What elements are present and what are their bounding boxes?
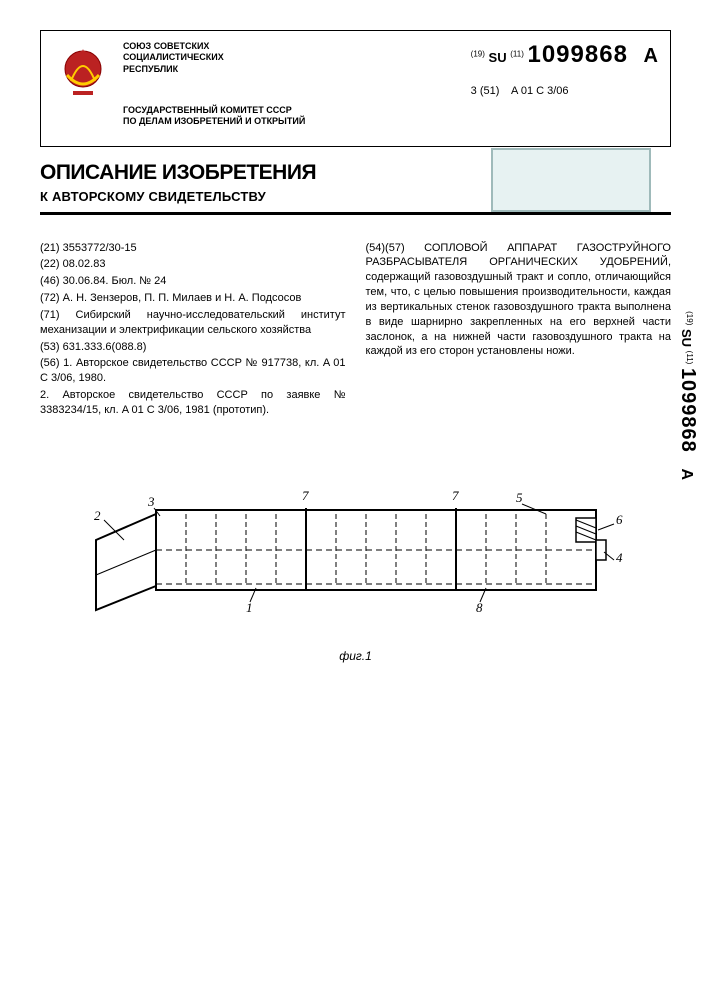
field-46: (46) 30.06.84. Бюл. № 24 bbox=[40, 274, 346, 289]
svg-text:5: 5 bbox=[516, 490, 523, 505]
side-mid: (11) bbox=[685, 351, 694, 365]
side-doc-number: (19) SU (11) 1099868 A bbox=[676, 311, 699, 480]
su-mid: (11) bbox=[510, 50, 524, 59]
svg-text:7: 7 bbox=[302, 488, 309, 503]
field-54-57: (54)(57) СОПЛОВОЙ АППАРАТ ГАЗОСТРУЙНОГО … bbox=[366, 241, 672, 360]
doc-number-block: (19) SU (11) 1099868 A 3 (51) A 01 C 3/0… bbox=[471, 41, 658, 97]
svg-text:7: 7 bbox=[452, 488, 459, 503]
state-emblem-icon bbox=[53, 41, 113, 101]
svg-text:3: 3 bbox=[147, 494, 155, 509]
field-72: (72) А. Н. Зензеров, П. П. Милаев и Н. А… bbox=[40, 291, 346, 306]
field-56b: 2. Авторское свидетельство СССР по заявк… bbox=[40, 388, 346, 418]
library-stamp bbox=[491, 148, 651, 212]
figure-caption: фиг.1 bbox=[40, 649, 671, 663]
svg-text:1: 1 bbox=[246, 600, 253, 615]
doc-title: ОПИСАНИЕ ИЗОБРЕТЕНИЯ bbox=[40, 161, 316, 185]
ipc-prefix: 3 (51) bbox=[471, 85, 500, 97]
field-56a: (56) 1. Авторское свидетельство СССР № 9… bbox=[40, 356, 346, 386]
org-name: СОЮЗ СОВЕТСКИХ СОЦИАЛИСТИЧЕСКИХ РЕСПУБЛИ… bbox=[123, 41, 224, 75]
committee: ГОСУДАРСТВЕННЫЙ КОМИТЕТ СССР ПО ДЕЛАМ ИЗ… bbox=[123, 105, 658, 128]
svg-text:6: 6 bbox=[616, 512, 623, 527]
ipc-code: A 01 C 3/06 bbox=[511, 85, 569, 97]
publication-number: 1099868 bbox=[527, 41, 627, 68]
left-column: (21) 3553772/30-15 (22) 08.02.83 (46) 30… bbox=[40, 241, 346, 420]
side-num: 1099868 bbox=[677, 368, 699, 453]
kind-code: A bbox=[644, 45, 658, 67]
field-21: (21) 3553772/30-15 bbox=[40, 241, 346, 256]
doc-subtitle: К АВТОРСКОМУ СВИДЕТЕЛЬСТВУ bbox=[40, 189, 316, 204]
right-column: (54)(57) СОПЛОВОЙ АППАРАТ ГАЗОСТРУЙНОГО … bbox=[366, 241, 672, 420]
field-22: (22) 08.02.83 bbox=[40, 257, 346, 272]
svg-text:2: 2 bbox=[94, 508, 101, 523]
header-top: СОЮЗ СОВЕТСКИХ СОЦИАЛИСТИЧЕСКИХ РЕСПУБЛИ… bbox=[53, 41, 658, 101]
side-code: SU bbox=[679, 329, 694, 347]
su-line: (19) SU (11) 1099868 A bbox=[471, 50, 658, 65]
su-code: SU bbox=[489, 50, 507, 65]
committee-line2: ПО ДЕЛАМ ИЗОБРЕТЕНИЙ И ОТКРЫТИЙ bbox=[123, 116, 658, 127]
side-prefix: (19) bbox=[685, 311, 694, 325]
org-line1: СОЮЗ СОВЕТСКИХ bbox=[123, 41, 224, 52]
svg-text:8: 8 bbox=[476, 600, 483, 615]
title-rule-thin bbox=[40, 214, 671, 215]
field-53: (53) 631.333.6(088.8) bbox=[40, 340, 346, 355]
header-box: СОЮЗ СОВЕТСКИХ СОЦИАЛИСТИЧЕСКИХ РЕСПУБЛИ… bbox=[40, 30, 671, 147]
body-columns: (21) 3553772/30-15 (22) 08.02.83 (46) 30… bbox=[40, 241, 671, 420]
org-line2: СОЦИАЛИСТИЧЕСКИХ bbox=[123, 52, 224, 63]
figure-1: 2 3 7 7 5 6 4 1 8 фиг.1 bbox=[40, 480, 671, 663]
field-71: (71) Сибирский научно-исследовательский … bbox=[40, 308, 346, 338]
side-suffix: A bbox=[678, 468, 695, 480]
ipc-line: 3 (51) A 01 C 3/06 bbox=[471, 85, 658, 97]
su-prefix: (19) bbox=[471, 50, 485, 59]
svg-text:4: 4 bbox=[616, 550, 623, 565]
committee-line1: ГОСУДАРСТВЕННЫЙ КОМИТЕТ СССР bbox=[123, 105, 658, 116]
patent-page: СОЮЗ СОВЕТСКИХ СОЦИАЛИСТИЧЕСКИХ РЕСПУБЛИ… bbox=[0, 0, 707, 1000]
org-line3: РЕСПУБЛИК bbox=[123, 64, 224, 75]
figure-drawing: 2 3 7 7 5 6 4 1 8 bbox=[76, 480, 636, 640]
